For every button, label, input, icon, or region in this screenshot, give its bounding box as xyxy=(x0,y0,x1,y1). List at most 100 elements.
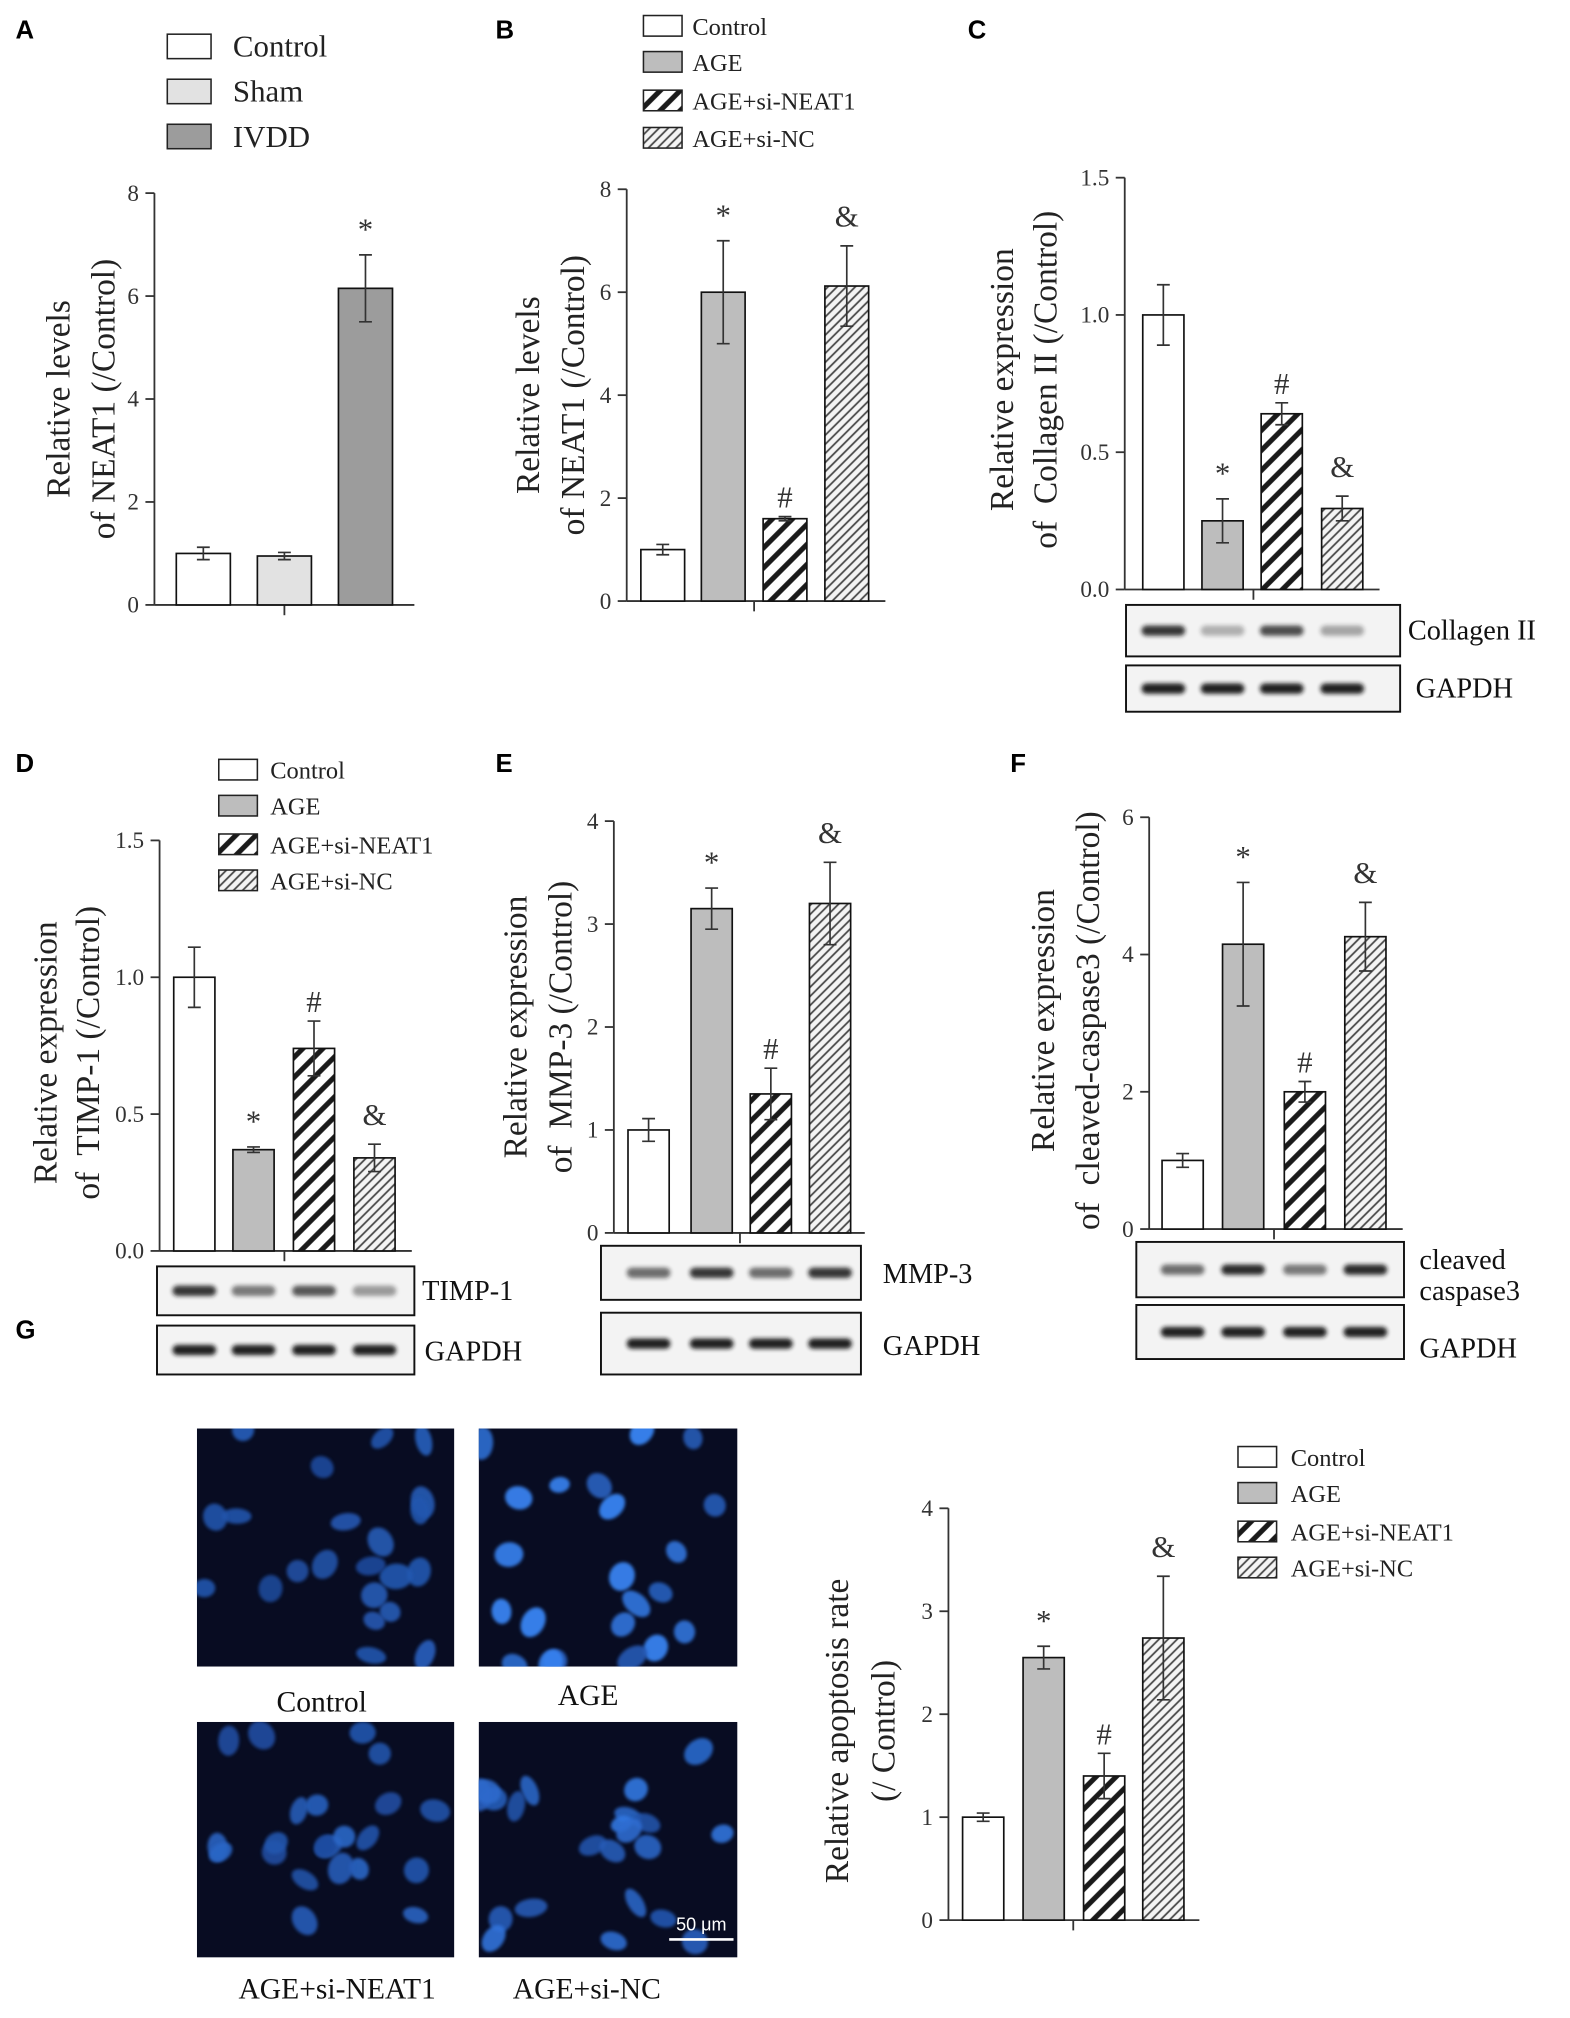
legend-swatch xyxy=(1237,1556,1278,1579)
error-bar-2 xyxy=(716,239,730,345)
nucleus xyxy=(310,1456,334,1479)
panel-a-legend: Control Sham IVDD xyxy=(166,29,327,154)
legend-item: AGE xyxy=(642,50,743,77)
error-bar-3 xyxy=(764,1067,778,1121)
nucleus xyxy=(629,1428,655,1445)
error-bar-3 xyxy=(1275,401,1289,426)
nucleus xyxy=(520,1775,540,1806)
y-tick-label: 2 xyxy=(1122,1080,1134,1106)
bar-2 xyxy=(1201,520,1244,591)
y-axis-title: of TIMP-1 (/Control) xyxy=(70,906,107,1200)
y-tick-label: 0 xyxy=(921,1908,933,1934)
nucleus xyxy=(221,1508,252,1524)
significance-mark: # xyxy=(777,480,792,515)
nucleus xyxy=(600,1931,627,1951)
blot-band xyxy=(352,1285,397,1296)
nucleus xyxy=(356,1825,380,1851)
panel-b: B Control AGE AGE+si-NEAT1 AGE+si-NC 0 2 4 6 8 Rel… xyxy=(495,14,886,615)
y-axis-title: of cleaved-caspase3 (/Control) xyxy=(1070,811,1107,1230)
error-bar-1 xyxy=(196,546,210,561)
nucleus xyxy=(333,1825,356,1848)
nucleus xyxy=(406,1557,431,1587)
blot-label: GAPDH xyxy=(883,1331,980,1362)
nucleus xyxy=(367,1527,394,1557)
nucleus xyxy=(673,1620,696,1644)
legend-swatch xyxy=(642,14,683,37)
bar-3 xyxy=(762,517,808,602)
nucleus xyxy=(505,1486,533,1510)
micrograph-caption: Control xyxy=(277,1687,367,1719)
panel-b-letter: B xyxy=(495,17,514,45)
micrograph-age-si-nc xyxy=(478,1721,738,1958)
blot-band xyxy=(1200,683,1245,694)
nucleus xyxy=(289,1797,308,1825)
panel-g-letter: G xyxy=(15,1316,35,1344)
y-tick-label: 1.0 xyxy=(115,965,144,991)
legend-item: Sham xyxy=(166,74,303,109)
y-tick-label: 1.5 xyxy=(1080,165,1109,191)
legend-swatch xyxy=(1237,1481,1278,1504)
panel-c: C 0.0 0.5 1.0 1.5 Relative expression of Colla… xyxy=(968,17,1536,713)
significance-mark: # xyxy=(763,1031,778,1066)
nucleus xyxy=(356,1646,387,1664)
error-bar-1 xyxy=(1156,283,1170,346)
scale-bar-label: 50 μm xyxy=(676,1914,726,1934)
nucleus xyxy=(611,1612,636,1637)
error-bar-1 xyxy=(1176,1152,1190,1169)
nucleus xyxy=(683,1428,703,1450)
nucleus xyxy=(650,1909,677,1928)
nucleus xyxy=(410,1496,429,1525)
blot-band xyxy=(1200,625,1245,636)
y-tick-label: 0.5 xyxy=(115,1102,144,1128)
y-tick-label: 8 xyxy=(127,181,139,207)
panel-f: F 0 2 4 6 Relative expression of cleaved-caspa… xyxy=(1010,750,1520,1365)
bar-4 xyxy=(824,285,870,602)
blot-band xyxy=(1320,683,1365,694)
error-bar-4 xyxy=(1358,901,1372,972)
panel-g-bars: * # & xyxy=(961,1529,1185,1921)
significance-mark: * xyxy=(716,197,731,232)
legend-swatch xyxy=(166,33,212,60)
panel-d-blot-2: GAPDH xyxy=(156,1324,522,1376)
nucleus xyxy=(684,1738,713,1766)
y-axis-title: Relative expression xyxy=(984,248,1021,511)
nucleus xyxy=(514,1898,548,1918)
legend-swatch xyxy=(166,123,212,150)
bar-1 xyxy=(640,548,686,602)
legend-item: Control xyxy=(217,758,345,785)
error-bar-2 xyxy=(277,551,291,561)
blot-band xyxy=(1343,1326,1388,1338)
blot-band xyxy=(1259,683,1304,694)
error-bar-2 xyxy=(705,887,719,931)
bar-1 xyxy=(175,552,232,606)
nucleus xyxy=(420,1799,451,1822)
legend-label: AGE+si-NEAT1 xyxy=(270,832,433,859)
y-tick-label: 4 xyxy=(600,383,612,409)
blot-label: cleaved xyxy=(1419,1245,1505,1276)
panel-a: A Control Sham IVDD 0 2 4 6 8 Relative levels of N… xyxy=(15,17,415,619)
bar-1 xyxy=(1161,1159,1205,1230)
error-bar-4 xyxy=(1335,495,1349,522)
blot-band xyxy=(1343,1264,1388,1275)
nucleus xyxy=(196,1578,216,1598)
nucleus xyxy=(599,1839,626,1863)
legend-swatch xyxy=(217,833,259,856)
nucleus xyxy=(264,1832,288,1855)
bar-4 xyxy=(353,1157,396,1252)
significance-mark: & xyxy=(818,815,842,850)
blot-band xyxy=(748,1338,793,1349)
significance-mark: & xyxy=(1353,855,1377,890)
legend-swatch xyxy=(642,126,683,149)
error-bar-4 xyxy=(368,1143,381,1173)
panel-d-blot-1: TIMP-1 xyxy=(156,1265,513,1317)
legend-item: Control xyxy=(166,29,327,64)
panel-e-blot-1: MMP-3 xyxy=(600,1244,972,1301)
legend-label: AGE+si-NC xyxy=(1291,1556,1413,1583)
error-bar-3 xyxy=(1097,1752,1111,1800)
panel-e-blot-2: GAPDH xyxy=(600,1311,980,1376)
bar-1 xyxy=(627,1129,671,1234)
micrograph-caption: AGE+si-NC xyxy=(513,1974,661,2006)
significance-mark: & xyxy=(362,1097,386,1132)
panel-d-bars: * # & xyxy=(172,946,396,1252)
